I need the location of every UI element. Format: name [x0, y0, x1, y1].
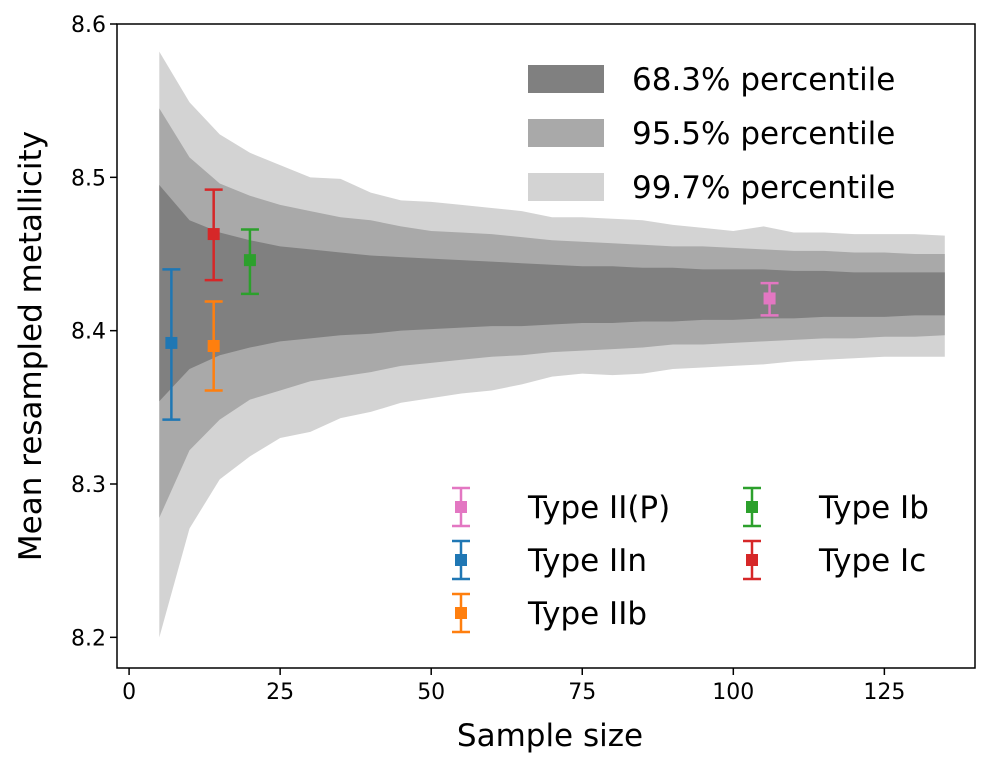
- x-tick-label: 25: [266, 680, 294, 705]
- point-marker: [746, 554, 758, 566]
- point-legend-label: Type IIb: [527, 596, 647, 632]
- percentile-bands: [159, 51, 945, 638]
- x-tick-label: 0: [122, 680, 136, 705]
- point-legend-marker: [452, 486, 470, 528]
- y-axis-label: Mean resampled metallicity: [13, 131, 49, 561]
- y-tick-label: 8.5: [71, 166, 106, 191]
- point-legend-marker: [452, 592, 470, 634]
- y-tick-label: 8.6: [71, 13, 106, 38]
- y-tick-label: 8.4: [71, 320, 106, 345]
- x-tick-label: 50: [417, 680, 445, 705]
- point-type-iib: [204, 300, 223, 392]
- point-legend-marker: [743, 539, 761, 581]
- x-axis-ticks: 0 25 50 75 100 125: [122, 668, 905, 705]
- point-marker: [763, 292, 776, 305]
- x-axis-label: Sample size: [457, 718, 643, 754]
- band-legend: 68.3% percentile 95.5% percentile 99.7% pe…: [528, 62, 895, 206]
- point-type-ic: [204, 188, 223, 282]
- point-legend-marker: [452, 539, 470, 581]
- point-legend-label: Type IIn: [527, 543, 647, 579]
- band-legend-swatch: [528, 65, 604, 93]
- y-axis-ticks: 8.2 8.3 8.4 8.5 8.6: [71, 13, 117, 651]
- point-legend-marker: [743, 486, 761, 528]
- data-points: [162, 188, 779, 421]
- point-type-iin: [162, 268, 181, 421]
- point-legend-label: Type Ib: [818, 490, 929, 526]
- band-legend-swatch: [528, 119, 604, 147]
- x-tick-label: 75: [568, 680, 596, 705]
- band-legend-label: 95.5% percentile: [632, 116, 895, 152]
- point-legend-label: Type II(P): [527, 490, 670, 526]
- band-legend-label: 68.3% percentile: [632, 62, 895, 98]
- x-tick-label: 125: [863, 680, 905, 705]
- point-marker: [455, 554, 467, 566]
- point-type-ib: [240, 228, 259, 296]
- point-marker: [243, 254, 256, 267]
- y-tick-label: 8.2: [71, 626, 106, 651]
- band-68-3-percentile: [159, 185, 945, 402]
- point-marker: [207, 228, 220, 241]
- y-tick-label: 8.3: [71, 473, 106, 498]
- point-type-ii-p: [760, 281, 779, 317]
- point-legend: Type II(P) Type IIn Type IIb Type Ib Type Ic: [452, 486, 929, 634]
- plot-frame: [116, 23, 976, 669]
- x-tick-label: 100: [712, 680, 754, 705]
- point-marker: [455, 501, 467, 513]
- point-marker: [165, 336, 178, 349]
- band-legend-label: 99.7% percentile: [632, 170, 895, 206]
- point-marker: [207, 340, 220, 352]
- band-legend-swatch: [528, 173, 604, 201]
- point-marker: [455, 607, 467, 619]
- point-marker: [746, 501, 758, 513]
- point-legend-label: Type Ic: [818, 543, 926, 579]
